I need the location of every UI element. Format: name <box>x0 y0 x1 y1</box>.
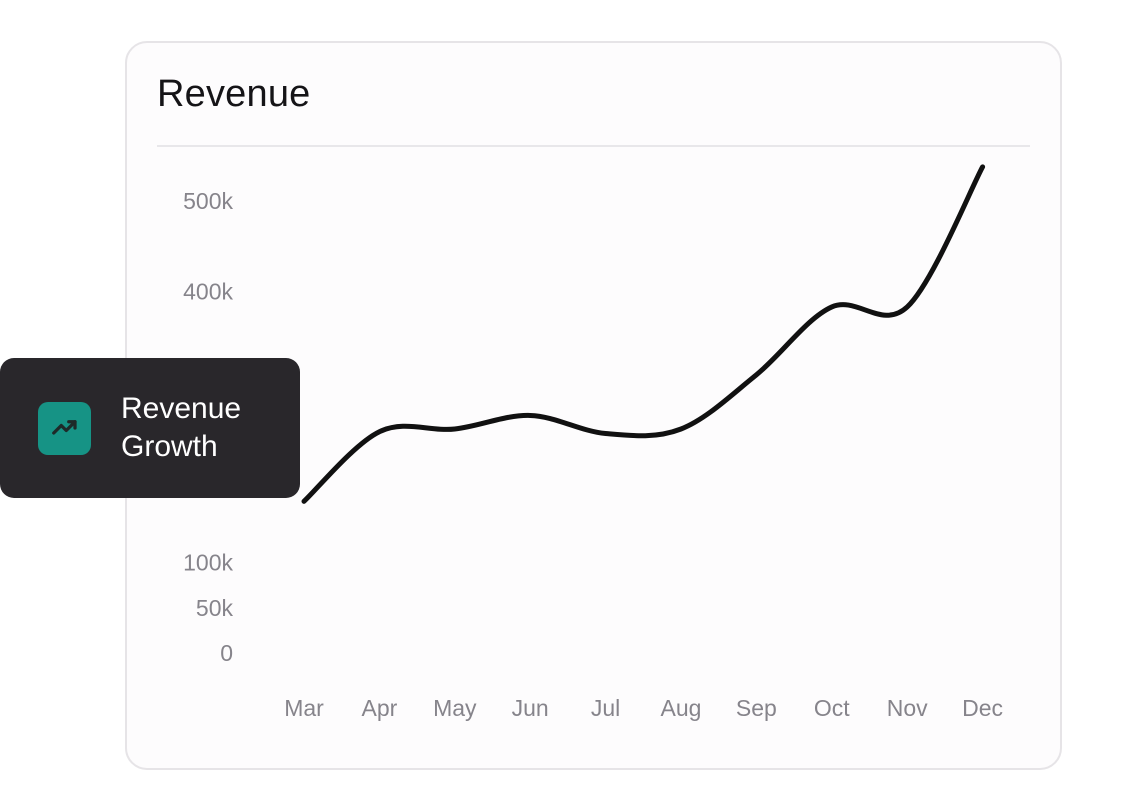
y-tick-label: 400k <box>183 278 233 304</box>
x-tick-label: Aug <box>661 695 702 721</box>
y-tick-label: 0 <box>220 640 233 666</box>
tooltip-label: Revenue Growth <box>121 392 242 463</box>
y-tick-label: 500k <box>183 188 233 214</box>
trending-up-icon <box>38 401 91 455</box>
x-tick-label: Dec <box>962 695 1003 721</box>
x-tick-label: Apr <box>362 695 398 721</box>
card-divider <box>157 145 1030 147</box>
x-tick-label: Jun <box>512 695 549 721</box>
card-title: Revenue <box>157 73 311 115</box>
revenue-growth-tooltip: Revenue Growth <box>0 358 300 498</box>
y-tick-label: 50k <box>196 595 234 621</box>
x-tick-label: Nov <box>887 695 928 721</box>
y-tick-label: 100k <box>183 550 233 576</box>
x-tick-label: Oct <box>814 695 850 721</box>
x-tick-label: Jul <box>591 695 620 721</box>
x-axis-ticks: Mar Apr May Jun Jul Aug Sep Oct Nov Dec <box>284 695 1003 721</box>
x-tick-label: Sep <box>736 695 777 721</box>
x-tick-label: May <box>433 695 477 721</box>
series-line-revenue <box>301 164 986 504</box>
x-tick-label: Mar <box>284 695 324 721</box>
